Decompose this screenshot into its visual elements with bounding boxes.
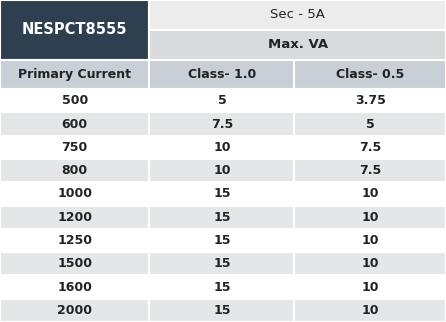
Bar [294, 136, 446, 159]
Bar [0, 0, 149, 60]
Bar [0, 252, 149, 275]
Text: 1500: 1500 [57, 257, 92, 270]
Text: 10: 10 [361, 304, 379, 317]
Text: 750: 750 [62, 141, 88, 154]
Bar [294, 252, 446, 275]
Text: 10: 10 [361, 187, 379, 201]
Bar [294, 206, 446, 229]
Bar [294, 89, 446, 112]
Text: 15: 15 [213, 280, 231, 294]
Text: Sec - 5A: Sec - 5A [270, 8, 325, 21]
Text: 5: 5 [218, 94, 226, 107]
Text: Class- 0.5: Class- 0.5 [336, 68, 405, 81]
Bar [0, 299, 149, 322]
Bar [0, 60, 149, 89]
Bar [149, 299, 294, 322]
Bar [0, 159, 149, 182]
Bar [149, 159, 294, 182]
Text: 10: 10 [213, 141, 231, 154]
Bar [294, 159, 446, 182]
Bar [0, 229, 149, 252]
Text: 800: 800 [62, 164, 88, 177]
Bar [294, 275, 446, 299]
Bar [149, 136, 294, 159]
Text: 7.5: 7.5 [359, 141, 381, 154]
Text: 7.5: 7.5 [359, 164, 381, 177]
Text: 1250: 1250 [57, 234, 92, 247]
Text: NESPCT8555: NESPCT8555 [22, 22, 128, 37]
Text: 15: 15 [213, 234, 231, 247]
Bar [149, 0, 446, 30]
Bar [149, 30, 446, 60]
Bar [149, 229, 294, 252]
Bar [294, 229, 446, 252]
Text: 15: 15 [213, 187, 231, 201]
Text: 600: 600 [62, 118, 88, 131]
Bar [149, 206, 294, 229]
Text: 1000: 1000 [57, 187, 92, 201]
Bar [0, 206, 149, 229]
Bar [149, 252, 294, 275]
Text: 15: 15 [213, 211, 231, 224]
Bar [294, 60, 446, 89]
Text: 500: 500 [62, 94, 88, 107]
Text: 10: 10 [361, 257, 379, 270]
Text: 10: 10 [213, 164, 231, 177]
Bar [294, 182, 446, 206]
Bar [0, 182, 149, 206]
Text: 7.5: 7.5 [211, 118, 233, 131]
Bar [0, 275, 149, 299]
Text: Primary Current: Primary Current [18, 68, 131, 81]
Bar [149, 275, 294, 299]
Text: 3.75: 3.75 [355, 94, 386, 107]
Text: 15: 15 [213, 257, 231, 270]
Text: 1600: 1600 [57, 280, 92, 294]
Bar [0, 112, 149, 136]
Text: Max. VA: Max. VA [268, 38, 328, 51]
Text: 2000: 2000 [57, 304, 92, 317]
Bar [149, 60, 294, 89]
Text: 15: 15 [213, 304, 231, 317]
Bar [149, 89, 294, 112]
Text: 10: 10 [361, 211, 379, 224]
Bar [0, 89, 149, 112]
Text: 5: 5 [366, 118, 375, 131]
Bar [0, 136, 149, 159]
Bar [149, 112, 294, 136]
Text: 10: 10 [361, 234, 379, 247]
Text: 10: 10 [361, 280, 379, 294]
Text: Class- 1.0: Class- 1.0 [188, 68, 256, 81]
Bar [149, 182, 294, 206]
Bar [294, 112, 446, 136]
Text: 1200: 1200 [57, 211, 92, 224]
Bar [294, 299, 446, 322]
